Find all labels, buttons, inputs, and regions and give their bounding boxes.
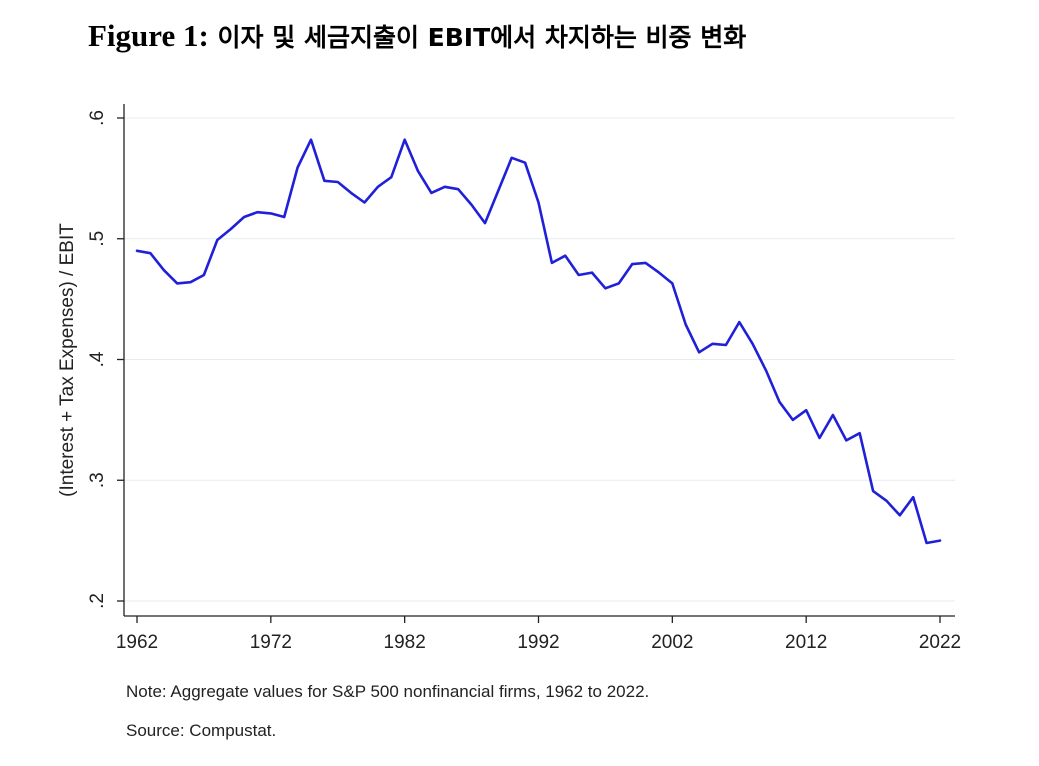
x-tick-label: 2002 xyxy=(651,632,693,653)
y-tick-label: .6 xyxy=(87,110,108,126)
x-tick-label: 1962 xyxy=(116,632,158,653)
y-axis-ticks: .2 .3 .4 .5 .6 xyxy=(87,110,124,609)
y-tick-label: .3 xyxy=(87,472,108,488)
x-tick-label: 2012 xyxy=(785,632,827,653)
figure-title-text: 이자 및 세금지출이 EBIT에서 차지하는 비중 변화 xyxy=(217,23,747,52)
y-tick-label: .4 xyxy=(87,351,108,367)
x-tick-label: 1972 xyxy=(250,632,292,653)
y-axis-label: (Interest + Tax Expenses) / EBIT xyxy=(57,223,78,497)
x-tick-label: 1982 xyxy=(384,632,426,653)
gridlines xyxy=(124,117,955,602)
series-line xyxy=(135,138,942,545)
y-tick-label: .2 xyxy=(87,593,108,609)
line-chart: .2.3.4.5.6 1962 1972 1982 1992 2002 2012 2022 … xyxy=(57,104,961,653)
chart-source: Source: Compustat. xyxy=(126,721,277,740)
x-axis-ticks: 1962 1972 1982 1992 2002 2012 2022 xyxy=(116,616,961,653)
figure-label: Figure 1: xyxy=(88,18,209,53)
chart-note: Note: Aggregate values for S&P 500 nonfi… xyxy=(126,682,650,701)
data-series xyxy=(135,138,942,545)
x-tick-label: 2022 xyxy=(919,632,961,653)
y-tick-label: .5 xyxy=(87,231,108,247)
x-tick-label: 1992 xyxy=(517,632,559,653)
figure-title: Figure 1: 이자 및 세금지출이 EBIT에서 차지하는 비중 변화 xyxy=(88,18,746,54)
